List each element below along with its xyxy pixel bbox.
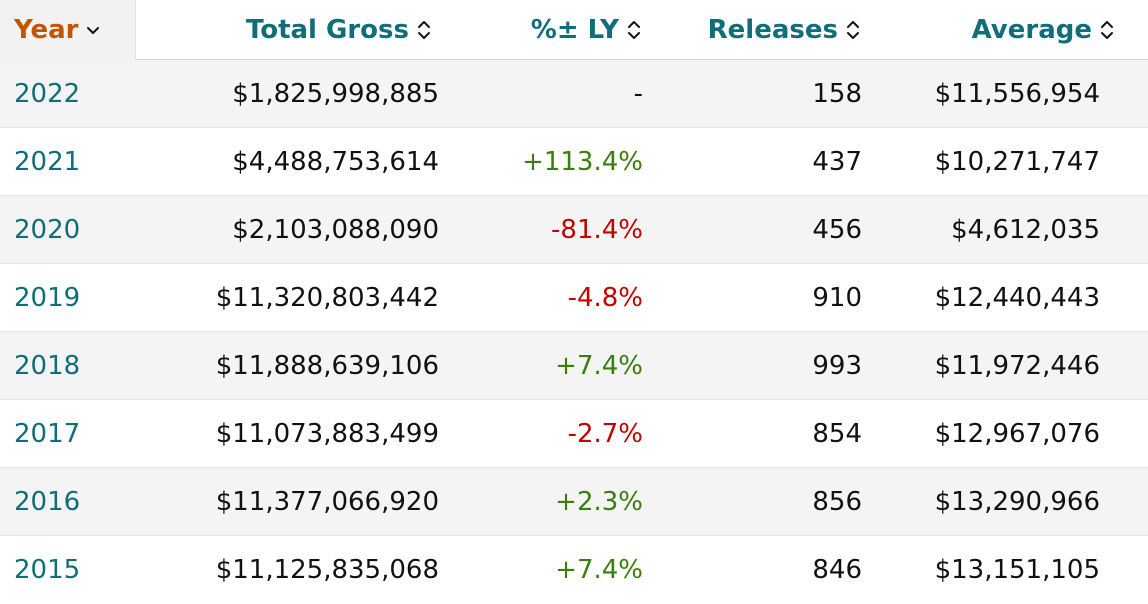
table-row: 2019 $11,320,803,442 -4.8% 910 $12,440,4… — [0, 264, 1148, 332]
percent-change-cell: +7.4% — [555, 350, 643, 381]
year-link[interactable]: 2016 — [14, 486, 81, 517]
table-row: 2020 $2,103,088,090 -81.4% 456 $4,612,03… — [0, 196, 1148, 264]
releases-cell: 854 — [812, 418, 862, 449]
total-gross-cell: $11,320,803,442 — [215, 282, 439, 313]
total-gross-cell: $1,825,998,885 — [232, 78, 439, 109]
average-cell: $11,556,954 — [934, 78, 1100, 109]
column-header-total-gross-label: Total Gross — [245, 14, 409, 45]
average-cell: $13,151,105 — [934, 555, 1100, 585]
table-row: 2021 $4,488,753,614 +113.4% 437 $10,271,… — [0, 128, 1148, 196]
table-row: 2022 $1,825,998,885 - 158 $11,556,954 — [0, 60, 1148, 128]
total-gross-cell: $11,073,883,499 — [215, 418, 439, 449]
table-row: 2017 $11,073,883,499 -2.7% 854 $12,967,0… — [0, 400, 1148, 468]
total-gross-cell: $11,377,066,920 — [215, 486, 439, 517]
year-link[interactable]: 2021 — [14, 146, 81, 177]
table-row: 2015 $11,125,835,068 +7.4% 846 $13,151,1… — [0, 536, 1148, 604]
table-header-row: Year Total Gross %± LY Releases Average — [0, 0, 1148, 60]
column-header-total-gross[interactable]: Total Gross — [136, 0, 439, 60]
releases-cell: 856 — [812, 486, 862, 517]
total-gross-cell: $4,488,753,614 — [232, 146, 439, 177]
sort-updown-icon — [844, 17, 862, 43]
column-header-releases-label: Releases — [707, 14, 838, 45]
releases-cell: 158 — [812, 78, 862, 109]
average-cell: $11,972,446 — [934, 350, 1100, 381]
releases-cell: 456 — [812, 214, 862, 245]
table-row: 2016 $11,377,066,920 +2.3% 856 $13,290,9… — [0, 468, 1148, 536]
percent-change-cell: - — [633, 78, 643, 109]
total-gross-cell: $11,125,835,068 — [215, 555, 439, 585]
total-gross-cell: $2,103,088,090 — [232, 214, 439, 245]
column-header-average-label: Average — [971, 14, 1092, 45]
column-header-year-label: Year — [14, 14, 79, 45]
releases-cell: 846 — [812, 555, 862, 585]
chevron-down-icon — [84, 17, 102, 43]
average-cell: $13,290,966 — [934, 486, 1100, 517]
percent-change-cell: +113.4% — [522, 146, 643, 177]
sort-updown-icon — [1098, 17, 1116, 43]
year-link[interactable]: 2022 — [14, 78, 81, 109]
column-header-releases[interactable]: Releases — [647, 0, 862, 60]
sort-updown-icon — [415, 17, 433, 43]
percent-change-cell: +2.3% — [555, 486, 643, 517]
year-link[interactable]: 2015 — [14, 555, 81, 585]
column-header-percent-ly-label: %± LY — [530, 14, 619, 45]
year-link[interactable]: 2019 — [14, 282, 81, 313]
total-gross-cell: $11,888,639,106 — [215, 350, 439, 381]
column-header-year[interactable]: Year — [0, 0, 136, 60]
releases-cell: 993 — [812, 350, 862, 381]
percent-change-cell: -2.7% — [567, 418, 643, 449]
percent-change-cell: +7.4% — [555, 555, 643, 585]
average-cell: $12,967,076 — [934, 418, 1100, 449]
percent-change-cell: -81.4% — [551, 214, 643, 245]
sort-updown-icon — [625, 17, 643, 43]
column-header-average[interactable]: Average — [862, 0, 1124, 60]
table-row: 2018 $11,888,639,106 +7.4% 993 $11,972,4… — [0, 332, 1148, 400]
year-link[interactable]: 2020 — [14, 214, 81, 245]
average-cell: $4,612,035 — [951, 214, 1100, 245]
average-cell: $12,440,443 — [934, 282, 1100, 313]
average-cell: $10,271,747 — [934, 146, 1100, 177]
percent-change-cell: -4.8% — [567, 282, 643, 313]
releases-cell: 437 — [812, 146, 862, 177]
column-header-percent-ly[interactable]: %± LY — [439, 0, 647, 60]
releases-cell: 910 — [812, 282, 862, 313]
year-link[interactable]: 2018 — [14, 350, 81, 381]
year-link[interactable]: 2017 — [14, 418, 81, 449]
